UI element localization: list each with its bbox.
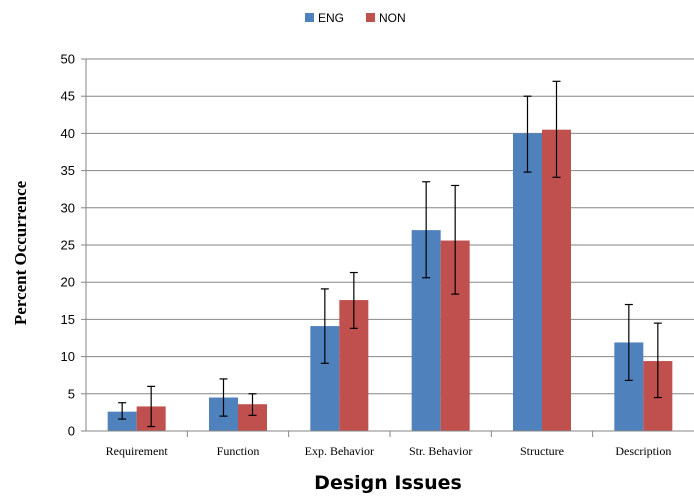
- bar-eng: [107, 411, 137, 431]
- x-category-label: Exp. Behavior: [305, 444, 374, 458]
- y-tick-label: 5: [68, 386, 75, 401]
- y-tick-label: 10: [61, 349, 75, 364]
- x-category-label: Str. Behavior: [409, 444, 472, 458]
- legend-label-eng: ENG: [318, 11, 344, 25]
- x-category-label: Requirement: [106, 444, 169, 458]
- legend-label-non: NON: [379, 11, 406, 25]
- gridlines: [86, 58, 694, 395]
- bar-eng: [513, 133, 542, 431]
- x-category-label: Structure: [520, 444, 564, 458]
- y-tick-label: 15: [61, 312, 75, 327]
- y-tick-label: 40: [61, 126, 75, 141]
- legend: ENG NON: [305, 11, 406, 25]
- y-tick-label: 20: [61, 275, 75, 290]
- y-tick-label: 45: [61, 89, 75, 104]
- y-tick-labels: 0 5 10 15 20 25 30 35 40 45 50: [61, 52, 75, 439]
- bar-non: [542, 129, 571, 431]
- legend-swatch-eng: [305, 13, 314, 22]
- y-tick-label: 35: [61, 163, 75, 178]
- legend-swatch-non: [366, 13, 375, 22]
- y-tick-label: 50: [61, 52, 75, 67]
- bars: [107, 129, 673, 431]
- x-category-labels: Requirement Function Exp. Behavior Str. Beh…: [106, 444, 672, 458]
- x-axis-title: Design Issues: [314, 472, 462, 494]
- error-bars: [118, 80, 662, 428]
- x-category-label: Description: [615, 444, 671, 458]
- axes: [81, 58, 694, 437]
- y-tick-label: 0: [68, 424, 75, 439]
- y-axis-title: Percent Occurrence: [11, 180, 30, 325]
- y-tick-label: 25: [61, 238, 75, 253]
- y-tick-label: 30: [61, 200, 75, 215]
- x-category-label: Function: [217, 444, 260, 458]
